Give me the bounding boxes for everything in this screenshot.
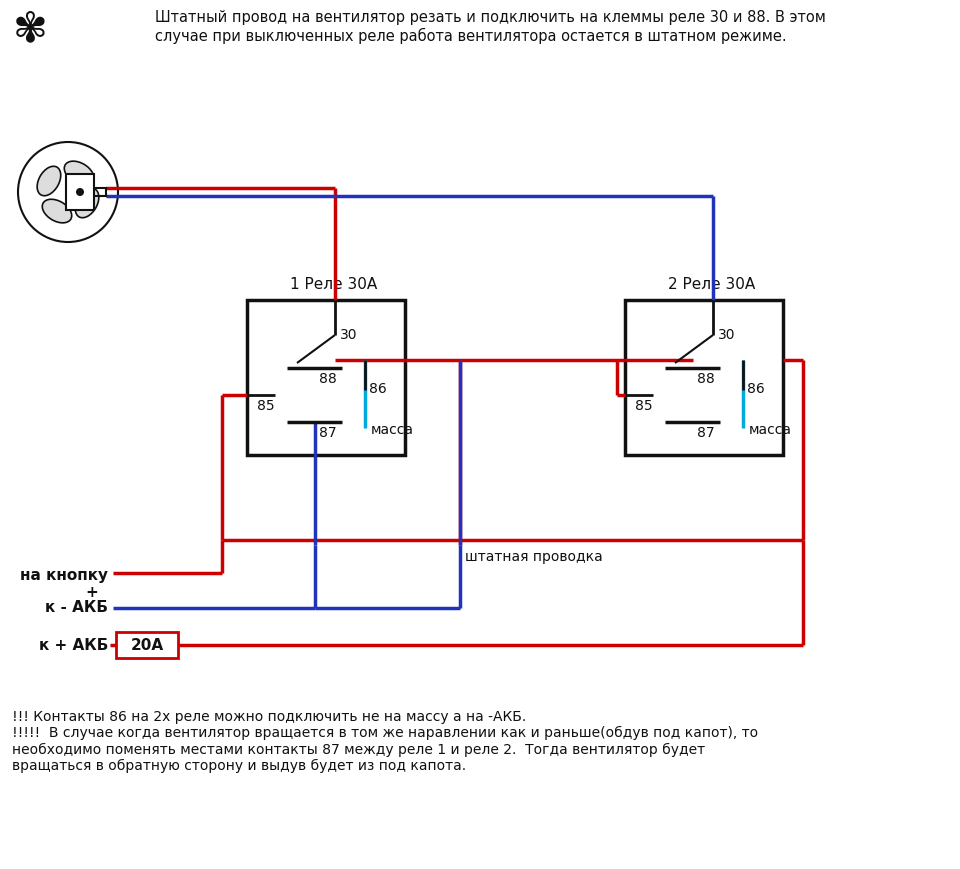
- Text: 2 Реле 30А: 2 Реле 30А: [668, 277, 756, 292]
- Text: 86: 86: [747, 382, 765, 396]
- Text: !!! Контакты 86 на 2х реле можно подключить не на массу а на -АКБ.
!!!!!  В случ: !!! Контакты 86 на 2х реле можно подключ…: [12, 710, 758, 773]
- Text: 86: 86: [369, 382, 387, 396]
- Text: к + АКБ: к + АКБ: [38, 638, 108, 653]
- Text: 30: 30: [718, 328, 735, 342]
- Text: Штатный провод на вентилятор резать и подключить на клеммы реле 30 и 88. В этом
: Штатный провод на вентилятор резать и по…: [155, 10, 826, 43]
- Text: масса: масса: [371, 423, 414, 437]
- Text: на кнопку: на кнопку: [20, 568, 108, 583]
- Text: 87: 87: [319, 426, 337, 440]
- Text: штатная проводка: штатная проводка: [465, 550, 603, 564]
- Ellipse shape: [64, 161, 94, 185]
- Ellipse shape: [37, 166, 60, 196]
- Text: ✾: ✾: [12, 8, 47, 50]
- Text: 20А: 20А: [131, 638, 163, 653]
- Text: 30: 30: [340, 328, 357, 342]
- Circle shape: [76, 188, 84, 196]
- Text: 88: 88: [697, 372, 715, 386]
- Text: 1 Реле 30А: 1 Реле 30А: [290, 277, 377, 292]
- Ellipse shape: [75, 189, 99, 218]
- Bar: [247, 300, 405, 455]
- Text: 87: 87: [697, 426, 714, 440]
- Text: масса: масса: [749, 423, 792, 437]
- Text: 85: 85: [257, 399, 275, 413]
- Text: 85: 85: [635, 399, 653, 413]
- Ellipse shape: [42, 199, 72, 222]
- Text: 88: 88: [319, 372, 337, 386]
- Bar: [116, 632, 178, 658]
- Bar: [625, 300, 783, 455]
- Text: +: +: [85, 585, 98, 600]
- Text: к - АКБ: к - АКБ: [45, 600, 108, 615]
- Bar: [66, 174, 94, 210]
